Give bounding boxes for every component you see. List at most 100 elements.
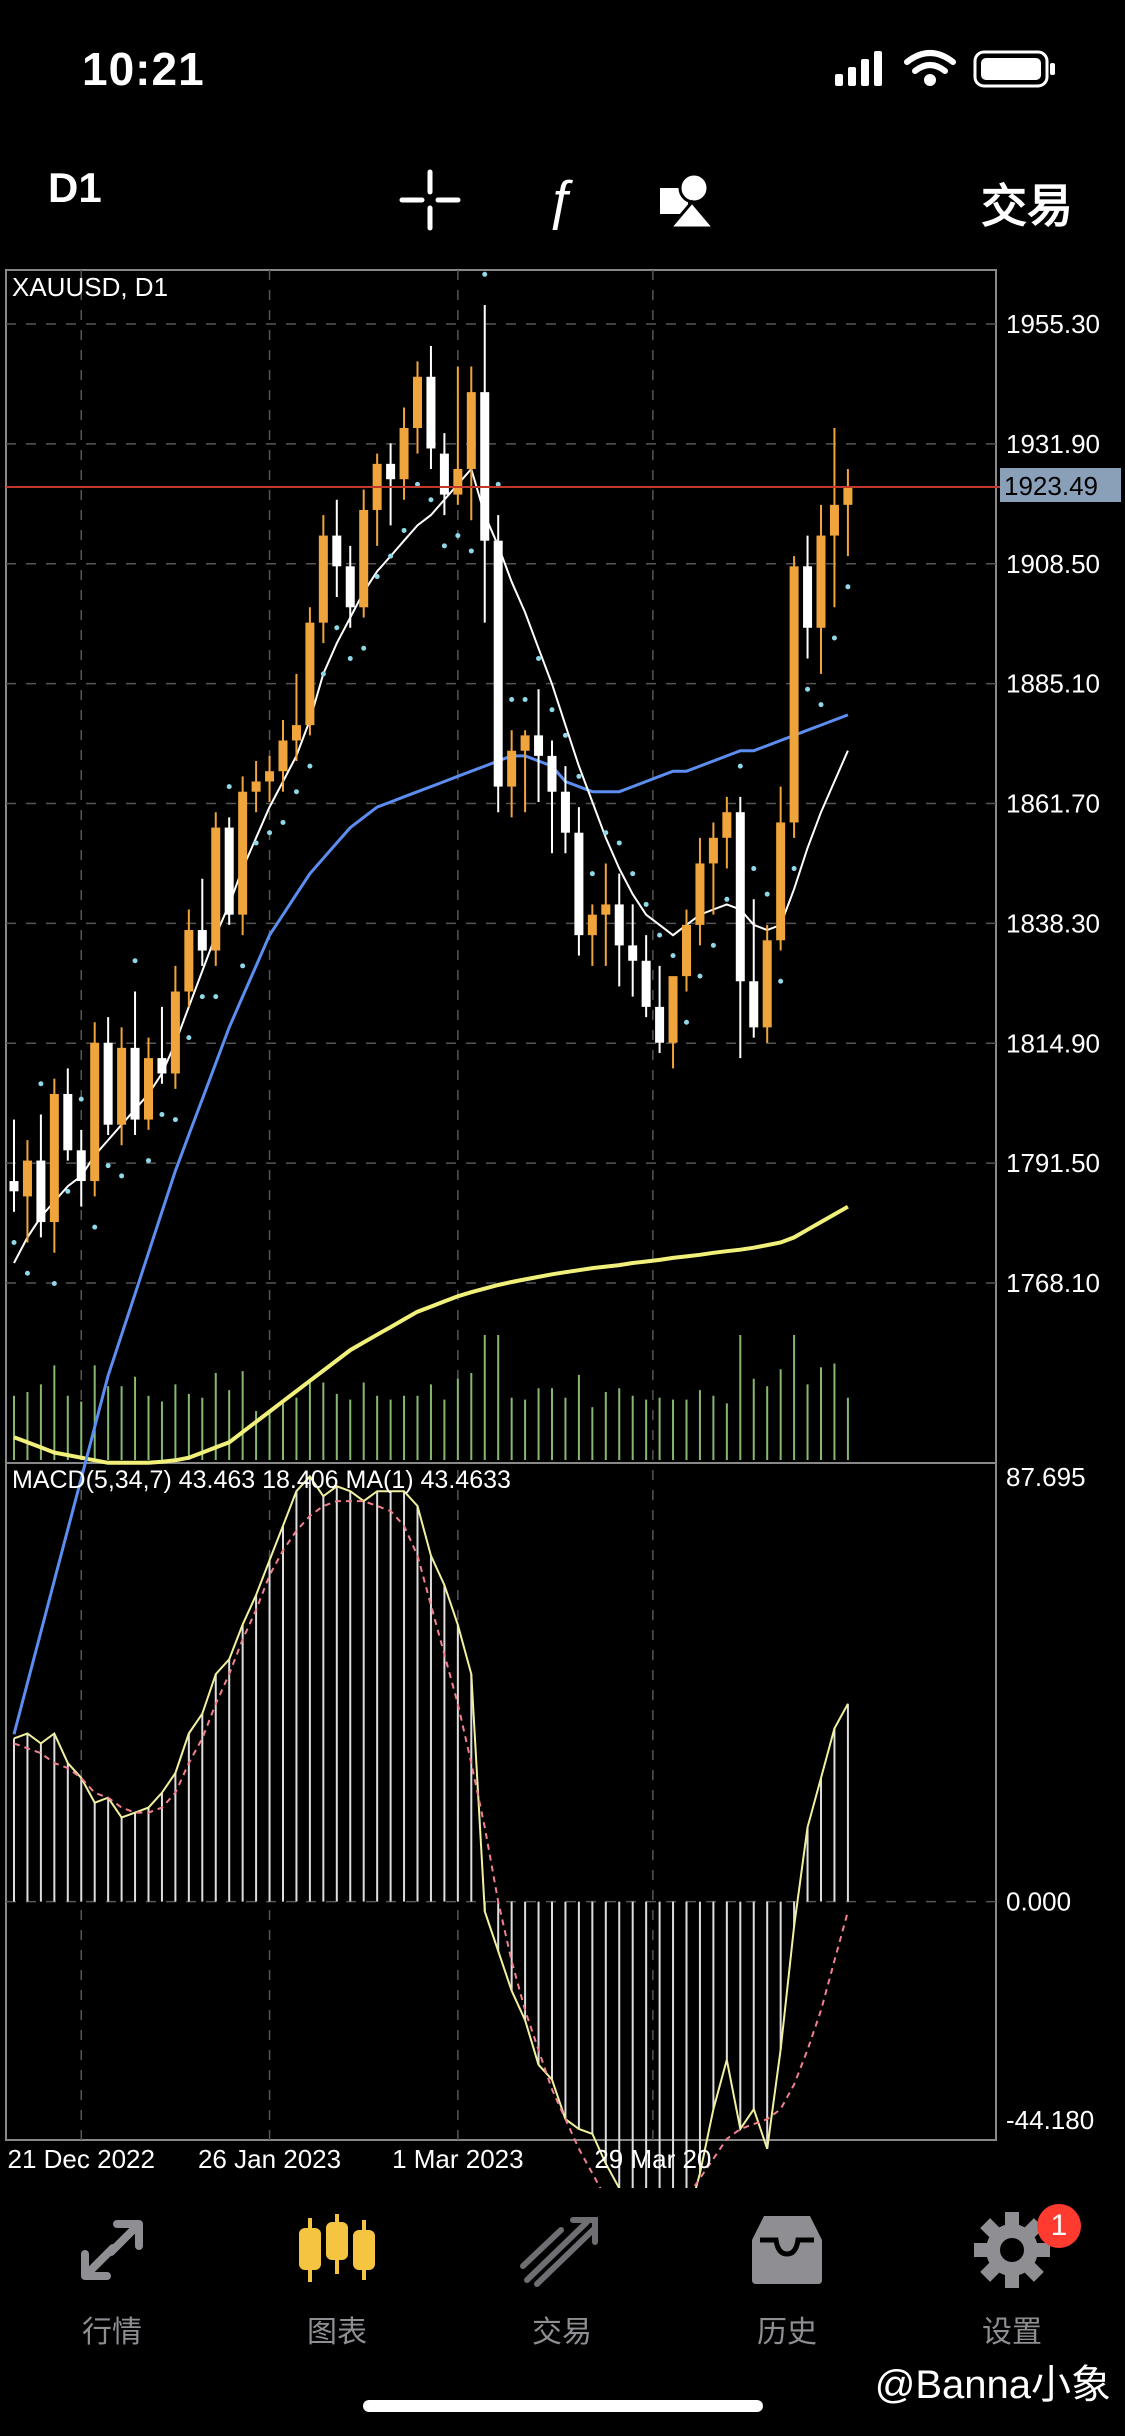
timeframe-button[interactable]: D1 [48, 164, 102, 211]
sar-dot [549, 707, 555, 713]
tab-history-label: 历史 [757, 2316, 817, 2349]
sar-dot [468, 548, 474, 554]
price-tick-label: 1791.50 [1006, 1148, 1100, 1178]
candle-bear [628, 945, 638, 961]
sar-dot [764, 891, 770, 897]
candle-bear [493, 540, 503, 787]
battery-icon [973, 50, 1055, 88]
candle-bear [9, 1181, 19, 1192]
tab-settings-label: 设置 [982, 2316, 1042, 2349]
sar-dot [92, 1224, 98, 1230]
sar-dot [186, 1035, 192, 1041]
sar-dot [562, 732, 568, 738]
sar-dot [778, 978, 784, 984]
current-price-label: 1923.49 [1004, 471, 1098, 501]
chart-svg[interactable]: XAUUSD, D1 MACD(5,34,7) 43.463 18.406 MA… [0, 268, 1125, 2264]
symbol-label: XAUUSD, D1 [12, 272, 168, 302]
home-indicator[interactable] [363, 2400, 763, 2412]
settings-badge: 1 [1037, 2204, 1081, 2248]
candle-bear [749, 981, 759, 1028]
sar-dot [267, 830, 273, 836]
sar-dot [831, 635, 837, 641]
sar-dot [401, 527, 407, 533]
status-icons [835, 50, 1055, 88]
sar-dot [536, 656, 542, 662]
objects-icon[interactable] [656, 168, 720, 232]
candle-bull [843, 486, 853, 505]
chart-area[interactable]: XAUUSD, D1 MACD(5,34,7) 43.463 18.406 MA… [0, 268, 1125, 2264]
crosshair-icon[interactable] [398, 168, 462, 232]
sar-dot [724, 896, 730, 902]
sar-dot [845, 584, 851, 590]
sar-dot [415, 481, 420, 487]
candle-bull [399, 427, 409, 480]
sar-dot [657, 932, 663, 938]
sar-dot [24, 1270, 30, 1276]
price-tick-label: 1814.90 [1006, 1028, 1100, 1058]
candle-bull [829, 504, 839, 536]
tab-quotes[interactable]: 行情 [37, 2210, 187, 2351]
candle-bear [224, 827, 234, 915]
sar-dot [146, 1158, 151, 1164]
candle-bull [507, 750, 517, 787]
candle-bull [318, 535, 328, 623]
candle-bear [534, 735, 544, 756]
candle-bull [49, 1093, 59, 1223]
axis-labels: XAUUSD, D1 MACD(5,34,7) 43.463 18.406 MA… [8, 272, 1121, 2174]
trade-button[interactable]: 交易 [981, 180, 1073, 232]
candle-bull [587, 914, 597, 936]
ma-mid-line [12, 713, 849, 1735]
price-tick-label: 1768.10 [1006, 1268, 1100, 1298]
sar-dot [576, 773, 582, 779]
macd-signal-line [13, 1500, 849, 2239]
sar-dot [670, 953, 676, 959]
date-tick-label: 1 Mar 2023 [392, 2144, 524, 2174]
macd-tick-label: -44.180 [1006, 2105, 1094, 2135]
sar-dot [320, 671, 326, 677]
tab-settings[interactable]: 设置 1 [937, 2204, 1087, 2351]
sar-dot [643, 901, 649, 907]
candle-bear [480, 392, 490, 541]
price-tick-label: 1931.90 [1006, 429, 1100, 459]
date-tick-label: 21 Dec 2022 [8, 2144, 155, 2174]
tab-trade-label: 交易 [532, 2316, 592, 2349]
macd-label: MACD(5,34,7) 43.463 18.406 MA(1) 43.4633 [12, 1466, 511, 1494]
candle-bull [90, 1042, 100, 1182]
quotes-icon [81, 2220, 143, 2280]
tab-trade[interactable]: 交易 [487, 2210, 637, 2351]
candle-bull [789, 566, 799, 823]
sar-dot [791, 866, 797, 872]
candle-bear [803, 566, 813, 628]
sar-dot [616, 840, 622, 846]
sar-dot [603, 830, 609, 836]
sar-dot [805, 686, 811, 692]
function-icon[interactable]: ƒ [528, 168, 592, 232]
tab-chart-label: 图表 [307, 2316, 367, 2349]
candle-bear [76, 1150, 86, 1182]
current-price-box [1000, 468, 1121, 502]
candle-bear [130, 1047, 140, 1120]
sar-dot [172, 1117, 178, 1123]
candle-bull [466, 392, 476, 469]
candle-bull [682, 924, 691, 977]
candle-bear [735, 812, 745, 982]
chart-toolbar: D1 ƒ 交易 [0, 150, 1125, 250]
sar-dot [630, 871, 636, 877]
sar-dot [509, 697, 515, 703]
candle-bear [36, 1160, 46, 1223]
signal-icon [835, 51, 882, 86]
candle-bull [251, 781, 261, 792]
price-tick-label: 1838.30 [1006, 908, 1100, 938]
watermark: @Banna小象 [874, 2363, 1111, 2407]
candle-bull [238, 791, 248, 915]
candles [9, 305, 853, 1253]
ma-slow-line [13, 1204, 849, 1465]
candle-bear [386, 463, 396, 480]
sar-dot [818, 702, 824, 708]
sar-dot [119, 1173, 125, 1179]
tab-chart[interactable]: 图表 [262, 2210, 412, 2351]
candle-bear [439, 453, 449, 495]
svg-text:ƒ: ƒ [545, 170, 575, 231]
sar-dot [253, 840, 259, 846]
tab-history[interactable]: 历史 [712, 2210, 862, 2351]
